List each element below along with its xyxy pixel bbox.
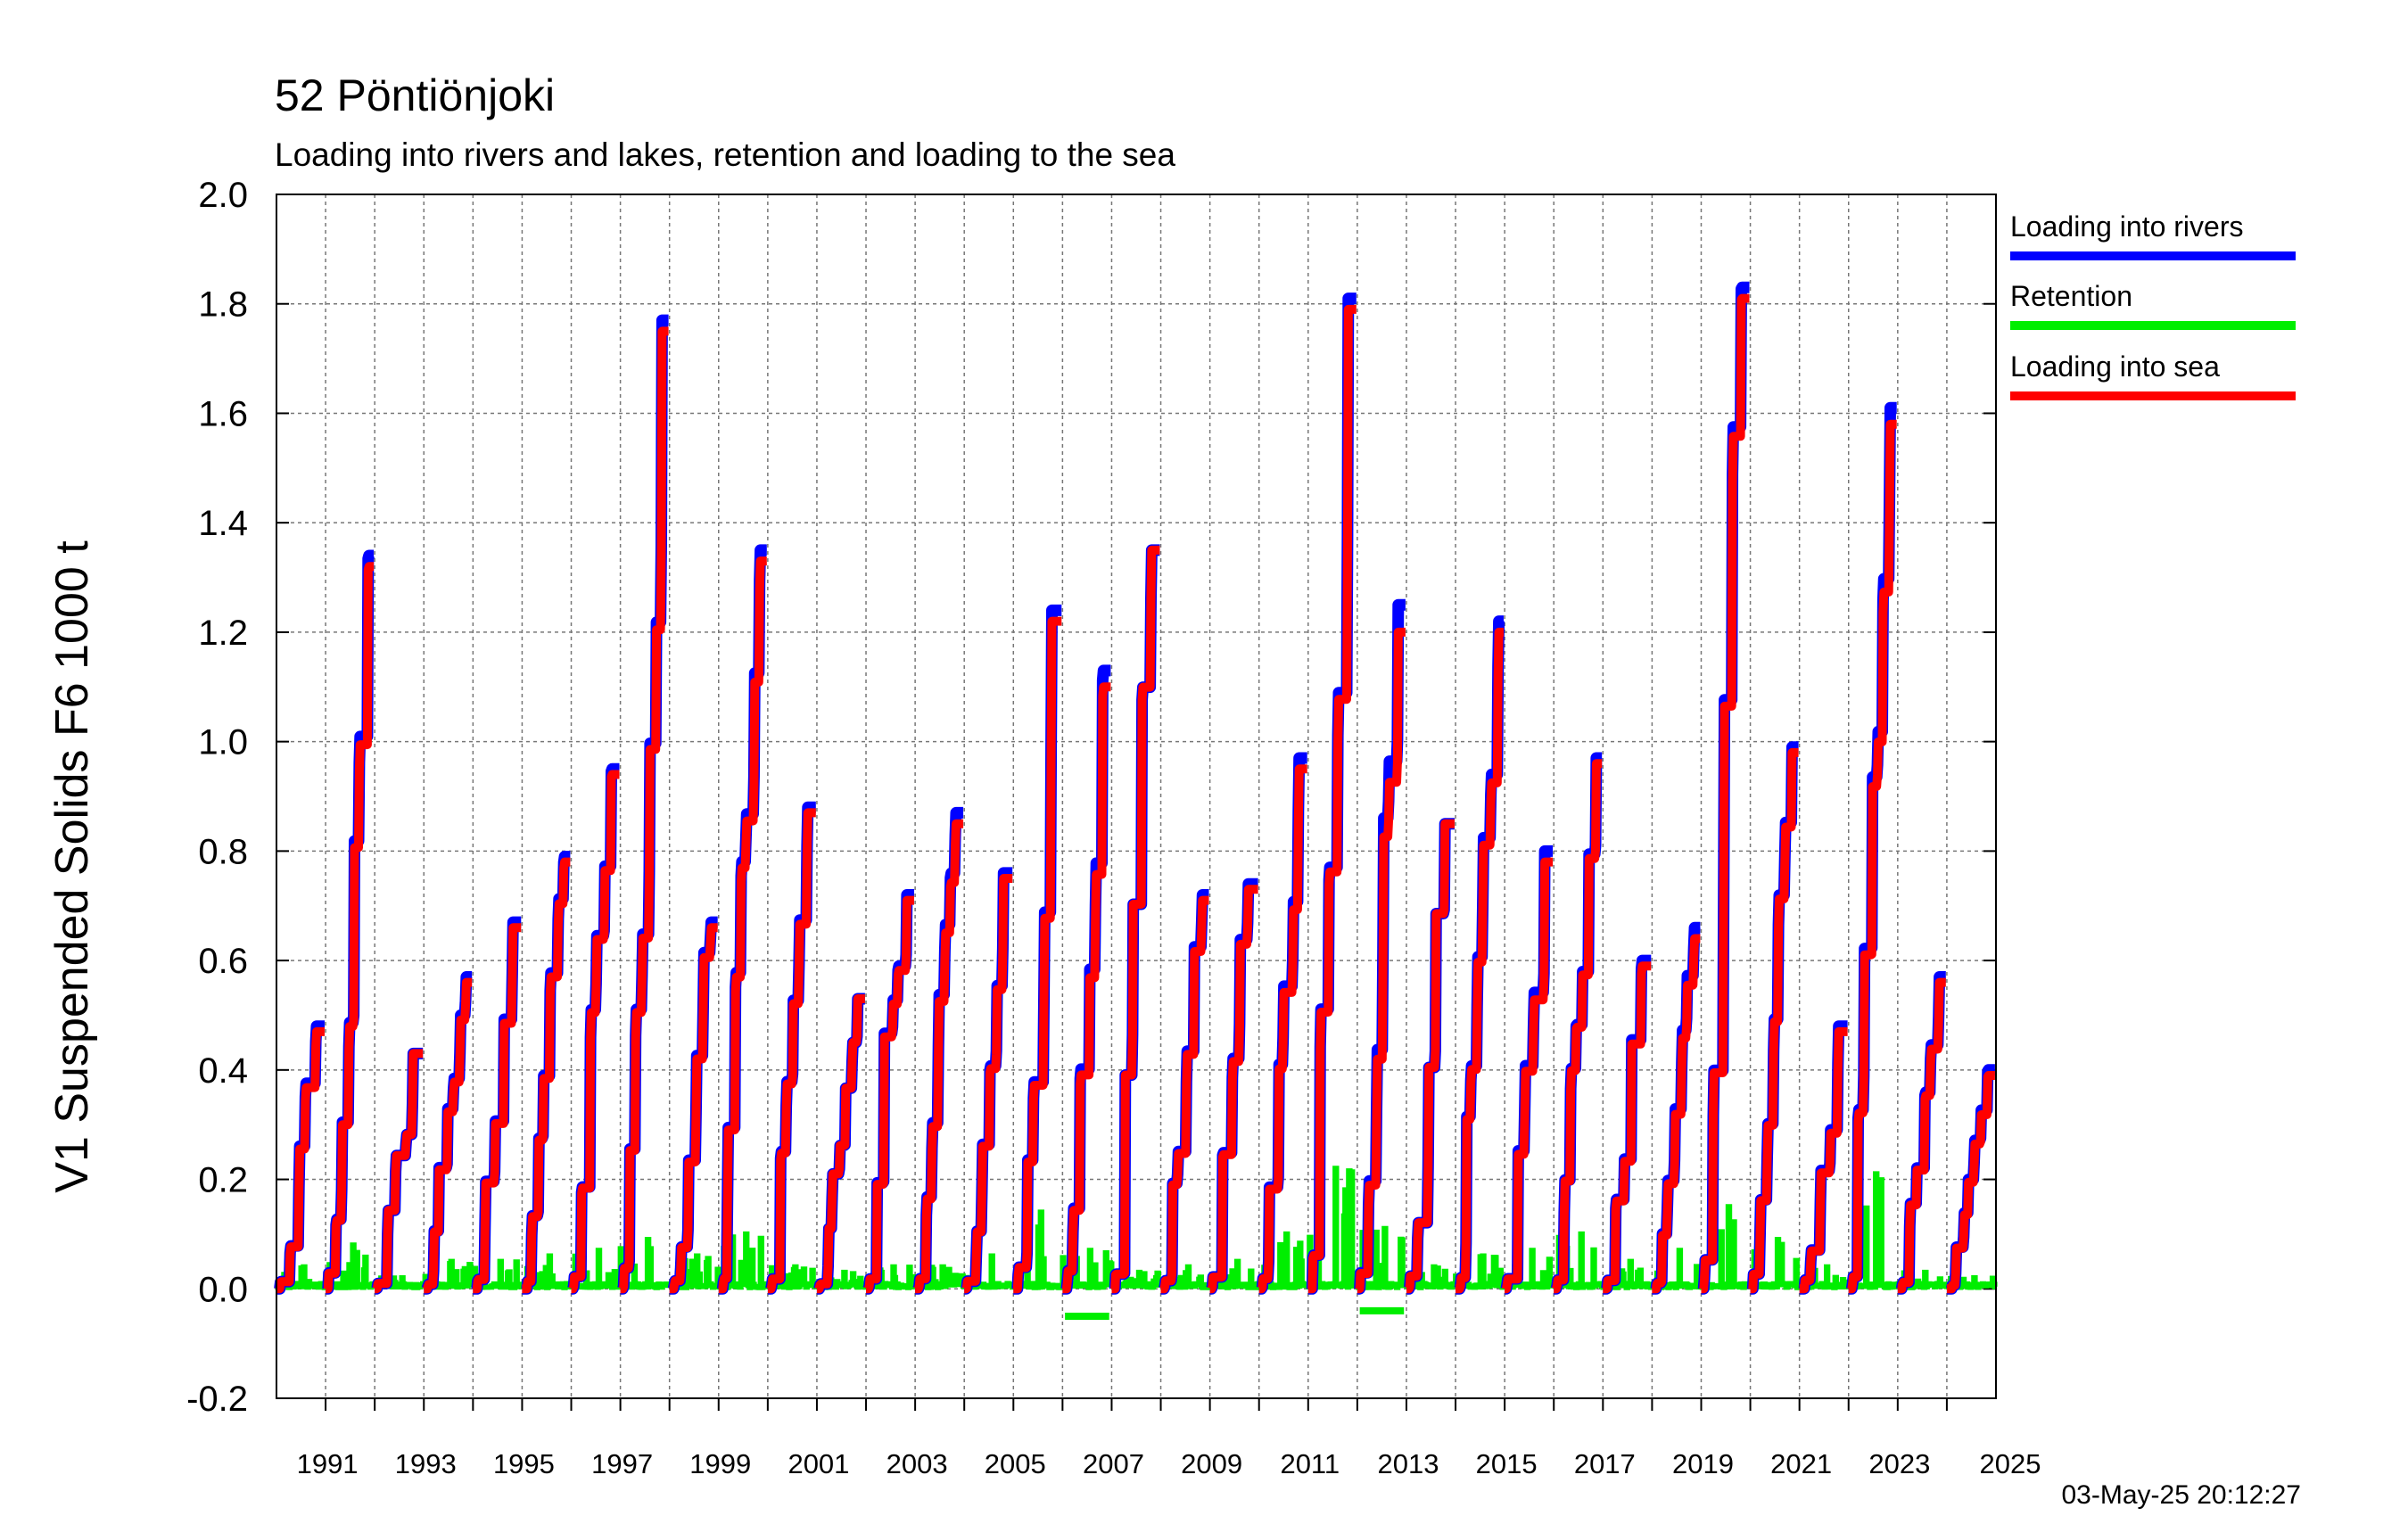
x-tick-label: 2011	[1280, 1448, 1340, 1479]
y-tick-label: 1.2	[198, 614, 248, 653]
y-tick-label: 2.0	[198, 176, 248, 215]
x-tick-label: 2003	[887, 1448, 948, 1479]
series-retention-line	[275, 1166, 1998, 1290]
x-tick-label: 2007	[1083, 1448, 1144, 1479]
x-tick-label: 1997	[591, 1448, 653, 1479]
x-tick-label: 2019	[1672, 1448, 1734, 1479]
x-tick-label: 2005	[985, 1448, 1046, 1479]
y-tick-label: 1.8	[198, 285, 248, 325]
legend: Loading into rivers Retention Loading into…	[2010, 210, 2296, 400]
x-tick-label: 1995	[493, 1448, 555, 1479]
x-ticks: 1991 1993 1995 1997 1999 2001 2003 2005 2007 2009…	[297, 1398, 2041, 1479]
x-tick-label: 2025	[1980, 1448, 2041, 1479]
x-tick-label: 2009	[1181, 1448, 1242, 1479]
legend-label: Loading into rivers	[2010, 210, 2243, 243]
x-tick-label: 1993	[395, 1448, 457, 1479]
y-tick-label: 0.2	[198, 1161, 248, 1200]
grid	[276, 194, 1996, 1398]
chart-title: 52 Pöntiönjoki	[275, 70, 555, 120]
x-tick-label: 2023	[1868, 1448, 1930, 1479]
legend-label: Retention	[2010, 280, 2132, 312]
x-tick-label: 2017	[1574, 1448, 1636, 1479]
y-tick-label: 0.4	[198, 1051, 248, 1091]
y-tick-label: 1.6	[198, 394, 248, 433]
plot-frame	[276, 194, 1997, 1399]
y-tick-label: 0.0	[198, 1270, 248, 1309]
timestamp: 03-May-25 20:12:27	[2061, 1480, 2301, 1510]
y-tick-label: 0.6	[198, 942, 248, 981]
y-axis-label: V1 Suspended Solids F6 1000 t	[46, 540, 98, 1193]
legend-label: Loading into sea	[2010, 350, 2220, 383]
y-tick-label: 0.8	[198, 832, 248, 871]
plot-area	[271, 281, 2000, 1320]
x-tick-label: 1991	[297, 1448, 359, 1479]
y-tick-label: 1.0	[198, 723, 248, 762]
y-tick-label: -0.2	[186, 1380, 248, 1419]
chart-subtitle: Loading into rivers and lakes, retention…	[275, 136, 1175, 173]
y-tick-label: 1.4	[198, 504, 248, 543]
x-tick-label: 2021	[1770, 1448, 1832, 1479]
x-tick-label: 1999	[689, 1448, 751, 1479]
y-ticks: 2.0 1.8 1.6 1.4 1.2 1.0 0.8 0.6 0.4 0.2 0.0 -0.2	[186, 176, 1996, 1419]
x-tick-label: 2001	[788, 1448, 849, 1479]
x-tick-label: 2013	[1377, 1448, 1439, 1479]
series-loading-into-sea-line	[272, 293, 1999, 1294]
x-tick-label: 2015	[1476, 1448, 1538, 1479]
